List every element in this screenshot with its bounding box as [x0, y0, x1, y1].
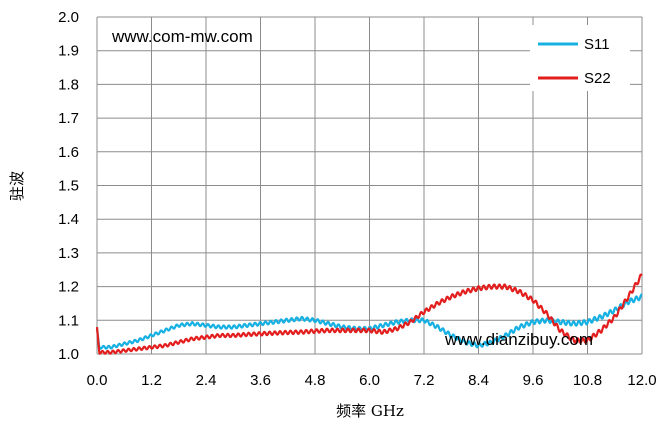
y-tick-label: 1.4: [58, 211, 79, 228]
y-tick-label: 1.7: [58, 110, 79, 127]
legend-label-s11: S11: [584, 36, 610, 53]
legend-label-s22: S22: [584, 70, 611, 87]
y-tick-label: 1.1: [58, 312, 79, 329]
series-layer: [95, 273, 643, 355]
series-line-s22: [95, 273, 643, 355]
y-tick-label: 1.0: [58, 346, 79, 363]
y-tick-label: 1.5: [58, 178, 79, 195]
x-tick-label: 4.8: [305, 372, 326, 389]
y-axis-label: 驻波: [8, 171, 26, 201]
x-tick-label: 0.0: [87, 372, 108, 389]
x-tick-label: 3.6: [250, 372, 271, 389]
y-tick-label: 1.3: [58, 245, 79, 262]
y-tick-label: 1.8: [58, 76, 79, 93]
x-tick-label: 6.0: [359, 372, 380, 389]
x-axis-ticks: 0.0 1.2 2.4 3.6 4.8 6.0 7.2 8.4 9.6 10.8 12.0: [87, 372, 657, 389]
legend: S11 S22: [530, 25, 630, 91]
x-tick-label: 12.0: [627, 372, 656, 389]
watermark-bottom: www.dianzibuy.com: [444, 330, 593, 349]
y-tick-label: 1.2: [58, 279, 79, 296]
x-tick-label: 8.4: [468, 372, 489, 389]
y-tick-label: 1.6: [58, 144, 79, 161]
series-line-s11: [95, 293, 643, 350]
x-tick-label: 10.8: [573, 372, 602, 389]
x-tick-label: 1.2: [141, 372, 162, 389]
x-tick-label: 9.6: [523, 372, 544, 389]
x-tick-label: 2.4: [196, 372, 217, 389]
watermark-top: www.com-mw.com: [111, 27, 253, 46]
y-tick-label: 2.0: [58, 9, 79, 26]
x-tick-label: 7.2: [414, 372, 435, 389]
legend-background: [530, 25, 630, 91]
grid: [96, 16, 643, 355]
y-axis-ticks: 1.0 1.1 1.2 1.3 1.4 1.5 1.6 1.7 1.8 1.9 2.0: [58, 9, 79, 363]
x-axis-label: 频率 GHz: [336, 402, 404, 420]
y-tick-label: 1.9: [58, 43, 79, 60]
